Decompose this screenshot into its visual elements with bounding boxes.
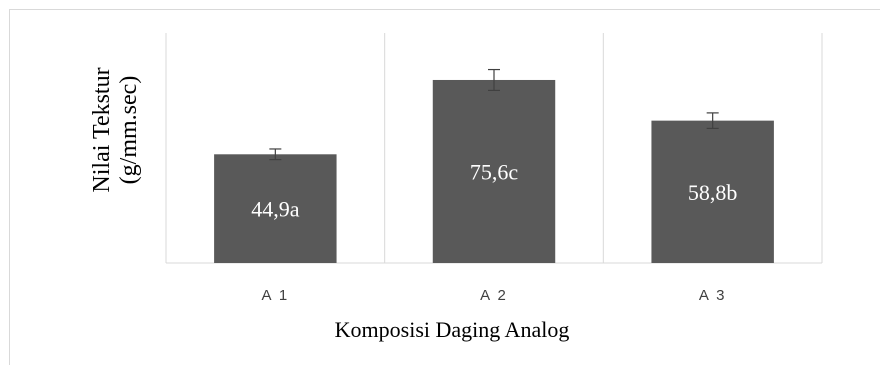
- bar-3: [651, 120, 774, 263]
- data-label-2: 75,6c: [470, 159, 519, 184]
- x-tick-label-3: A 3: [699, 287, 727, 304]
- y-axis-label-line1: Nilai Tekstur: [89, 67, 115, 192]
- data-labels: 44,9a 75,6c 58,8b: [251, 159, 737, 221]
- data-label-3: 58,8b: [688, 180, 738, 205]
- bars: [214, 79, 774, 264]
- data-label-1: 44,9a: [251, 197, 300, 222]
- chart-frame: [9, 9, 880, 365]
- y-axis-label-line2: (g/mm.sec): [116, 76, 142, 185]
- grid-lines: [165, 33, 823, 263]
- error-bars: [269, 68, 719, 161]
- x-axis-label: Komposisi Daging Analog: [335, 317, 570, 342]
- x-tick-labels: A 1 A 2 A 3: [261, 287, 727, 304]
- bar-2: [432, 79, 556, 264]
- x-tick-label-1: A 1: [261, 287, 289, 304]
- x-tick-label-2: A 2: [480, 287, 508, 304]
- bar-1: [214, 154, 337, 263]
